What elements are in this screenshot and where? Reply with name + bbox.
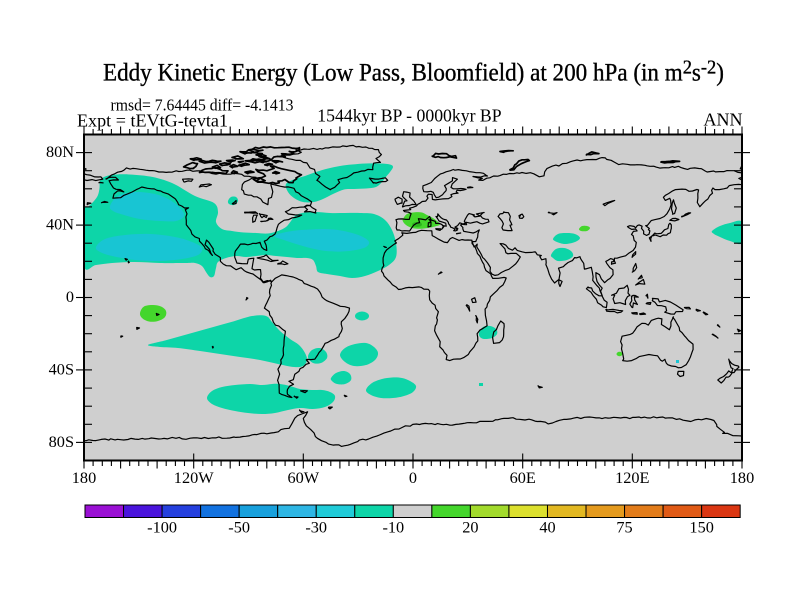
svg-text:40N: 40N	[46, 215, 74, 234]
svg-text:60W: 60W	[287, 468, 319, 487]
svg-text:40S: 40S	[49, 359, 74, 378]
svg-text:0: 0	[66, 287, 74, 306]
svg-text:120W: 120W	[174, 468, 214, 487]
svg-text:Expt = tEVtG-tevta1: Expt = tEVtG-tevta1	[77, 111, 228, 131]
svg-text:Eddy Kinetic Energy (Low Pass,: Eddy Kinetic Energy (Low Pass, Bloomfiel…	[103, 57, 724, 87]
svg-text:-50: -50	[228, 518, 250, 537]
svg-text:20: 20	[462, 518, 478, 537]
svg-text:-100: -100	[147, 518, 177, 537]
svg-text:-30: -30	[305, 518, 327, 537]
svg-text:75: 75	[616, 518, 632, 537]
svg-text:80N: 80N	[46, 142, 74, 161]
svg-text:ANN: ANN	[704, 110, 743, 130]
svg-text:-10: -10	[382, 518, 404, 537]
svg-text:180: 180	[72, 468, 96, 487]
svg-text:40: 40	[539, 518, 555, 537]
svg-text:80S: 80S	[49, 432, 74, 451]
svg-text:rmsd= 7.64445 diff= -4.1413: rmsd= 7.64445 diff= -4.1413	[111, 96, 294, 115]
svg-text:60E: 60E	[510, 468, 536, 487]
svg-text:0: 0	[409, 468, 417, 487]
svg-text:180: 180	[730, 468, 754, 487]
svg-text:150: 150	[689, 518, 713, 537]
svg-text:1544kyr BP - 0000kyr BP: 1544kyr BP - 0000kyr BP	[317, 106, 501, 126]
svg-text:120E: 120E	[615, 468, 649, 487]
